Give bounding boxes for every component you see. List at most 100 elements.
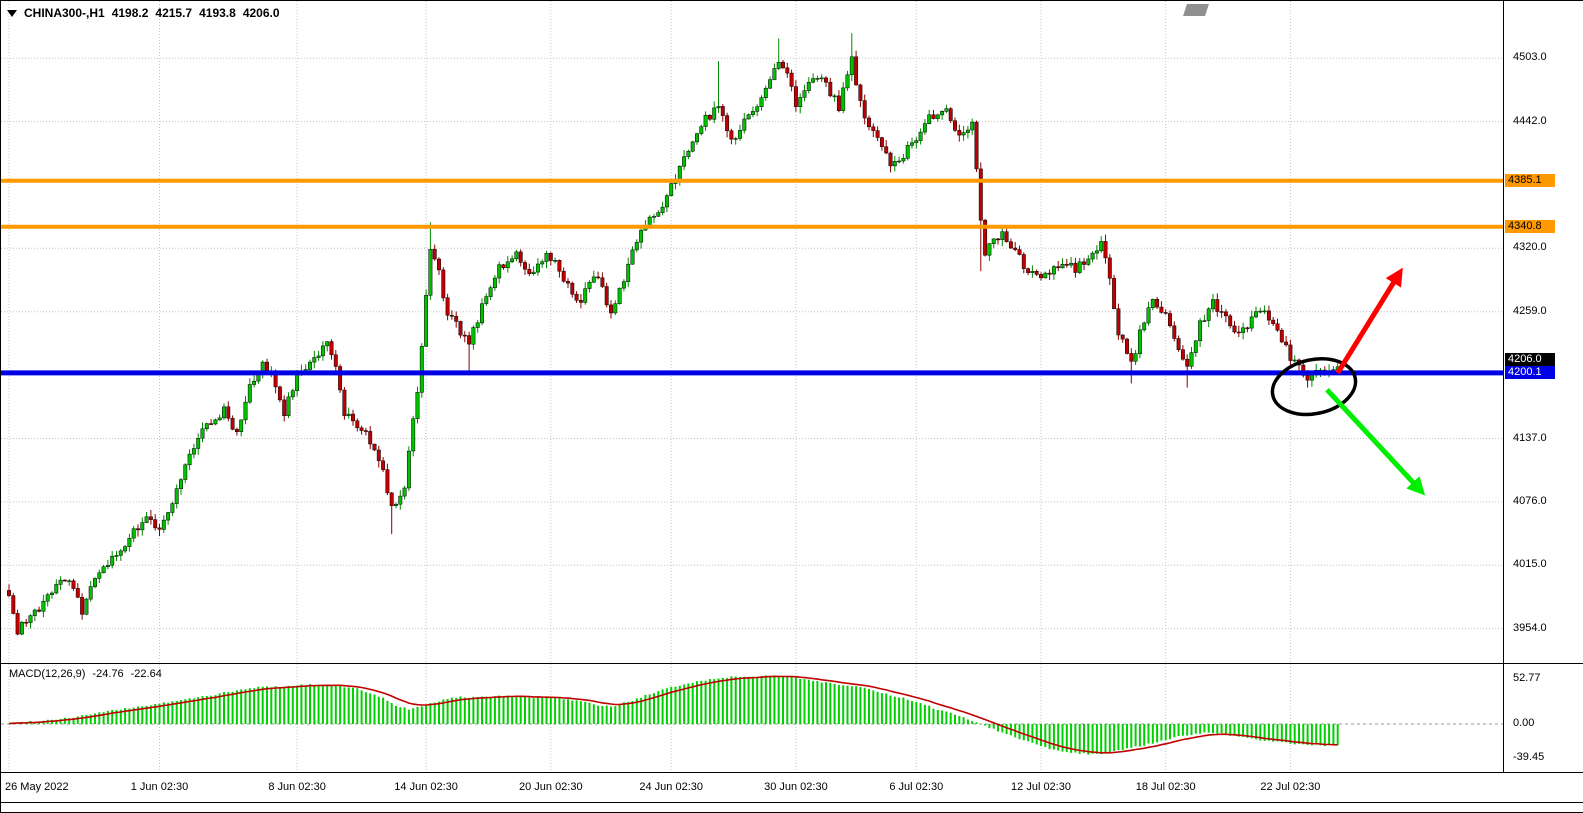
candle-body: [940, 111, 945, 116]
candle-body: [1026, 268, 1031, 273]
symbol-dropdown-icon[interactable]: [7, 9, 17, 17]
candle-body: [978, 168, 983, 221]
candle-body: [1198, 320, 1203, 342]
candle-body: [828, 81, 833, 97]
highlight-ellipse[interactable]: [1267, 351, 1361, 421]
candle-body: [1129, 353, 1134, 362]
candle-body: [37, 609, 42, 612]
macd-panel-canvas[interactable]: [1, 664, 1503, 772]
candle-body: [1258, 310, 1263, 313]
candle-body: [957, 130, 962, 136]
candle-body: [785, 67, 790, 74]
candle-body: [918, 131, 923, 141]
candle-body: [1236, 331, 1241, 334]
candle-body: [295, 373, 300, 391]
candle-body: [342, 389, 347, 416]
price-line-badge: 4340.8: [1505, 219, 1555, 233]
candle-body: [140, 522, 145, 531]
candle-body: [1112, 278, 1117, 309]
candle-body: [948, 108, 953, 121]
candle-body: [286, 396, 291, 416]
candle-body: [1099, 241, 1104, 252]
bullish-arrow[interactable]: [1335, 267, 1403, 375]
time-axis[interactable]: 26 May 2022 1 Jun 02:30 8 Jun 02:30 14 Jun …: [1, 773, 1583, 802]
candle-body: [806, 81, 811, 91]
candle-body: [234, 429, 239, 432]
axis-separator: [1, 772, 1583, 773]
candle-body: [316, 355, 321, 358]
candle-body: [626, 263, 631, 282]
candle-body: [1082, 261, 1086, 265]
candle-body: [1211, 299, 1215, 310]
candle-body: [540, 261, 545, 265]
candle-body: [1245, 327, 1250, 330]
candle-body: [480, 303, 484, 324]
candle-body: [282, 399, 287, 416]
price-line-badge: 4385.1: [1505, 173, 1555, 187]
bearish-arrow[interactable]: [1325, 387, 1426, 496]
candle-body: [24, 621, 29, 624]
candle-body: [114, 555, 119, 557]
candle-body: [746, 114, 751, 120]
candle-body: [389, 492, 394, 506]
candle-body: [226, 406, 231, 419]
candle-body: [1017, 249, 1022, 255]
panel-separator[interactable]: [1, 663, 1583, 664]
candle-body: [475, 322, 480, 328]
candle-body: [415, 392, 420, 419]
candle-body: [320, 345, 325, 357]
candle-body: [1288, 344, 1293, 361]
candle-body: [1309, 374, 1314, 381]
candle-body: [67, 580, 72, 583]
candle-body: [398, 495, 403, 505]
candle-body: [514, 251, 519, 260]
candle-body: [548, 253, 553, 261]
candle-body: [71, 580, 76, 589]
price-tick-label: 4442.0: [1513, 114, 1547, 127]
candle-body: [1254, 311, 1258, 318]
candle-body: [1120, 334, 1125, 340]
candle-body: [1077, 261, 1082, 273]
candle-body: [712, 107, 717, 120]
candle-body: [591, 276, 596, 283]
candle-body: [1155, 299, 1160, 308]
time-tick-label: 24 Jun 02:30: [639, 781, 703, 793]
candle-body: [965, 129, 970, 133]
candle-body: [1241, 327, 1246, 333]
price-chart-canvas[interactable]: [1, 1, 1503, 663]
candle-body: [32, 609, 37, 616]
candle-body: [1064, 264, 1069, 266]
candle-body: [879, 137, 884, 147]
candle-body: [239, 419, 244, 432]
candle-body: [312, 357, 317, 363]
candle-body: [690, 141, 695, 152]
candle-body: [931, 114, 936, 119]
candle-body: [329, 341, 334, 356]
candle-body: [209, 423, 214, 425]
candle-body: [523, 262, 527, 270]
candle-body: [1103, 241, 1108, 259]
candle-body: [424, 295, 429, 347]
candle-body: [1185, 358, 1190, 367]
time-tick-label: 30 Jun 02:30: [764, 781, 828, 793]
price-scale[interactable]: 4503.0 4442.0 4320.0 4259.0 4137.0 4076.0 4015…: [1503, 1, 1583, 772]
candle-body: [729, 130, 734, 140]
candle-body: [793, 86, 798, 107]
candle-body: [531, 271, 536, 274]
candle-body: [544, 253, 549, 262]
candle-body: [647, 216, 652, 226]
candle-body: [1271, 319, 1276, 324]
candle-body: [974, 121, 979, 170]
candle-body: [1000, 231, 1005, 240]
chart-shift-marker[interactable]: [1183, 4, 1209, 16]
candle-body: [811, 78, 816, 83]
gridlines: [1, 1, 1503, 663]
candle-body: [720, 106, 725, 116]
candle-body: [1004, 231, 1009, 242]
candle-body: [501, 264, 506, 269]
time-tick-label: 1 Jun 02:30: [130, 781, 189, 793]
candle-body: [1146, 307, 1151, 324]
macd-histogram: [8, 675, 1339, 755]
candle-body: [750, 111, 755, 115]
candle-body: [406, 450, 411, 489]
